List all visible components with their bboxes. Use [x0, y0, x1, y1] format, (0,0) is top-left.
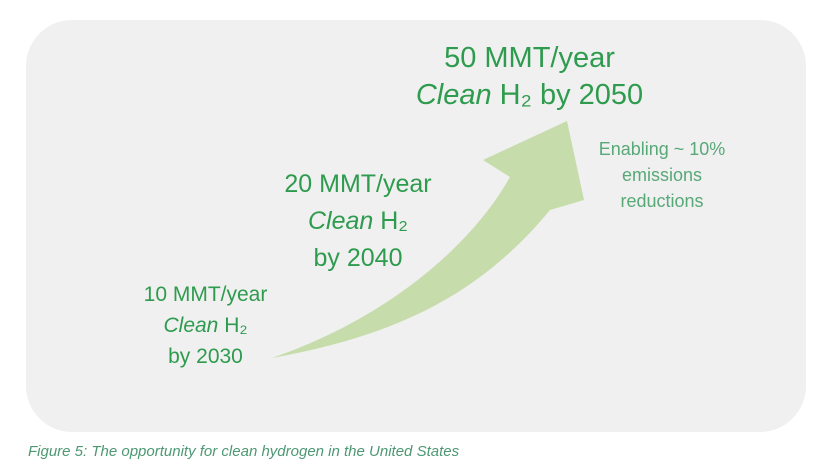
- milestone-2050-rate: 50 MMT/year: [444, 42, 615, 74]
- impact-note-line3: reductions: [620, 191, 704, 211]
- milestone-2040-label: 20 MMT/year Clean H₂ by 2040: [248, 166, 468, 277]
- milestone-2040-rate: 20 MMT/year: [284, 170, 432, 198]
- impact-note: Enabling ~ 10% emissions reductions: [578, 136, 746, 214]
- milestone-2030-year: by 2030: [168, 345, 243, 368]
- milestone-2030-label: 10 MMT/year Clean H₂ by 2030: [118, 279, 293, 372]
- milestone-2040-year: by 2040: [313, 244, 403, 272]
- impact-note-line1: Enabling ~ 10%: [598, 139, 726, 159]
- figure-caption: Figure 5: The opportunity for clean hydr…: [28, 443, 460, 460]
- milestone-2030-rate: 10 MMT/year: [143, 283, 268, 306]
- milestone-2030-product: Clean H₂: [163, 314, 248, 337]
- milestone-2050-product: Clean H₂ by 2050: [415, 79, 644, 111]
- milestone-2050-label: 50 MMT/year Clean H₂ by 2050: [357, 40, 702, 114]
- milestone-2040-product: Clean H₂: [307, 207, 409, 235]
- impact-note-line2: emissions: [621, 165, 703, 185]
